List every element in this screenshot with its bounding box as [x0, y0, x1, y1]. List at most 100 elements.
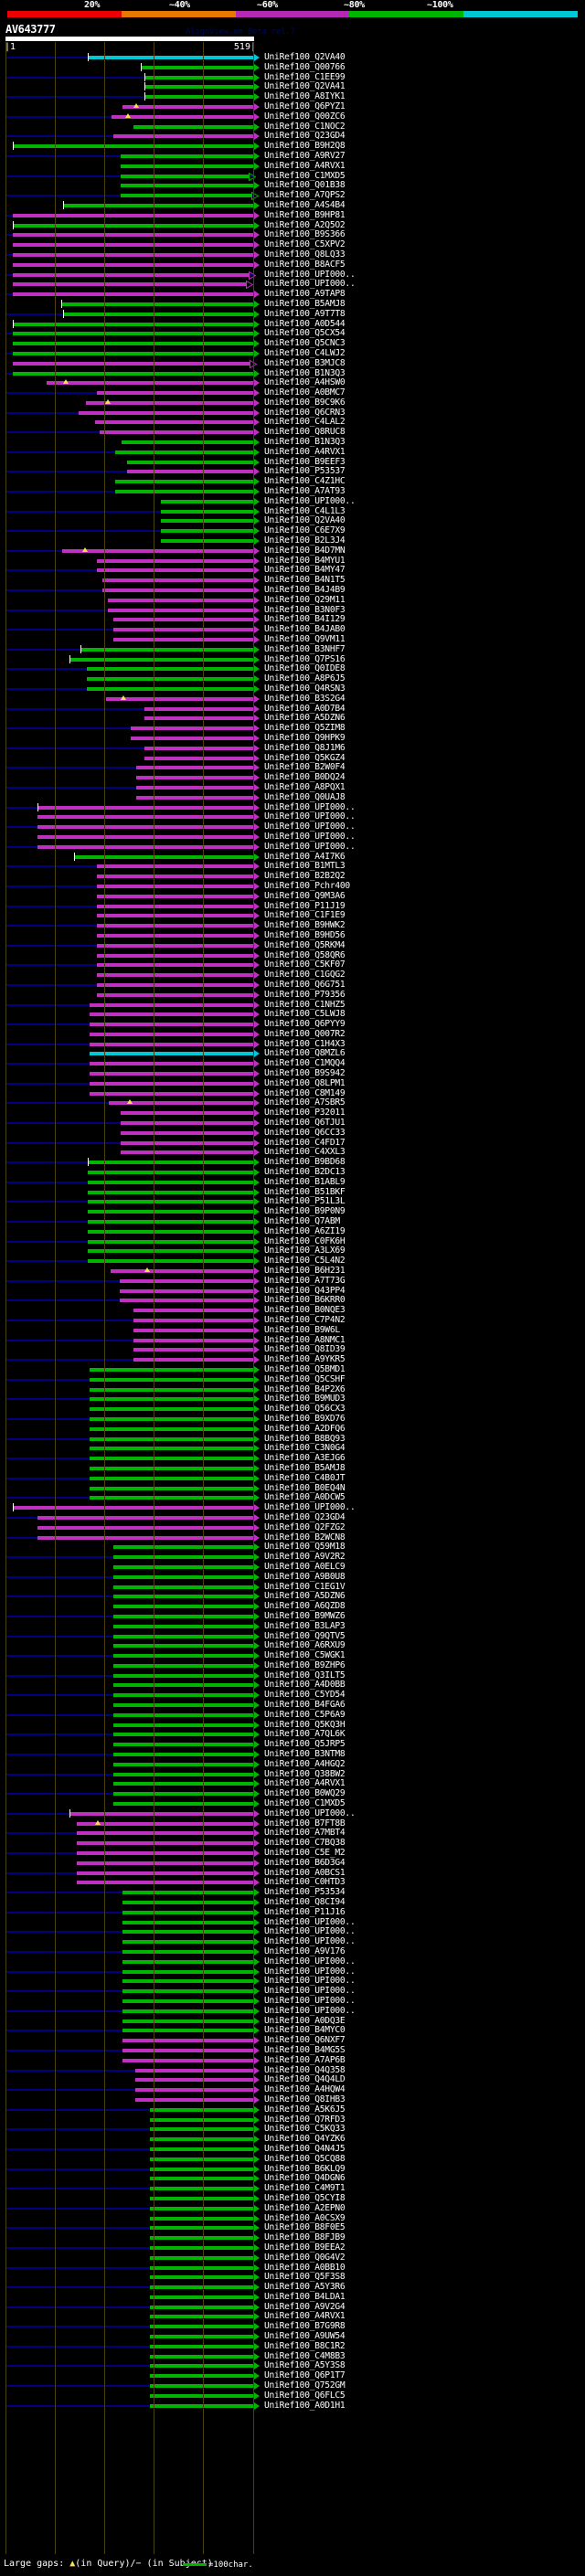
alignment-row[interactable]: UniRef100_C1GQG2: [0, 970, 585, 981]
hit-label[interactable]: UniRef100_A5DZN6: [264, 713, 346, 724]
hsp-bar[interactable]: [150, 2177, 254, 2181]
hit-label[interactable]: UniRef100_P11J19: [264, 900, 346, 911]
hit-label[interactable]: UniRef100_A9B0U8: [264, 1571, 346, 1582]
alignment-row[interactable]: UniRef100_Q2VA40: [0, 515, 585, 526]
hsp-bar[interactable]: [97, 914, 254, 918]
hsp-bar[interactable]: [113, 1762, 254, 1766]
hsp-bar[interactable]: [122, 1910, 254, 1914]
hit-label[interactable]: UniRef100_C1EG1V: [264, 1581, 346, 1592]
alignment-row[interactable]: UniRef100_A4RVX1: [0, 447, 585, 458]
hsp-bar[interactable]: [113, 1595, 254, 1599]
hit-label[interactable]: UniRef100_B1ABL9: [264, 1176, 346, 1187]
hit-label[interactable]: UniRef100_A0ELC9: [264, 1561, 346, 1572]
hit-label[interactable]: UniRef100_UPI000..: [264, 1916, 356, 1927]
alignment-row[interactable]: UniRef100_UPI000..: [0, 1502, 585, 1513]
hit-label[interactable]: UniRef100_UPI000..: [264, 1966, 356, 1977]
hsp-bar[interactable]: [121, 1140, 254, 1145]
hit-label[interactable]: UniRef100_Q00766: [264, 61, 346, 72]
hit-label[interactable]: UniRef100_Q8LQ33: [264, 249, 346, 260]
alignment-row[interactable]: UniRef100_UPI000..: [0, 279, 585, 290]
hsp-bar[interactable]: [97, 963, 254, 968]
hit-label[interactable]: UniRef100_Q5CQ88: [264, 2153, 346, 2164]
alignment-row[interactable]: UniRef100_B9BD68: [0, 1157, 585, 1168]
hsp-bar[interactable]: [122, 1989, 254, 1994]
hsp-bar[interactable]: [150, 2216, 254, 2221]
alignment-row[interactable]: UniRef100_A2EPN0: [0, 2203, 585, 2214]
hsp-bar[interactable]: [108, 608, 254, 612]
hsp-bar[interactable]: [133, 1358, 254, 1362]
hit-label[interactable]: UniRef100_A4HGQ2: [264, 1758, 346, 1769]
hit-label[interactable]: UniRef100_Q5KGZ4: [264, 752, 346, 763]
hit-label[interactable]: UniRef100_C5LWJ8: [264, 1009, 346, 1020]
alignment-row[interactable]: UniRef100_B51BKF: [0, 1187, 585, 1198]
hsp-bar[interactable]: [121, 154, 254, 158]
hit-label[interactable]: UniRef100_Q6P1T7: [264, 2370, 346, 2381]
hsp-bar[interactable]: [150, 2384, 254, 2389]
hit-label[interactable]: UniRef100_B4FGA6: [264, 1700, 346, 1711]
alignment-row[interactable]: UniRef100_C1F1E9: [0, 910, 585, 921]
alignment-row[interactable]: UniRef100_UPI000..: [0, 1956, 585, 1967]
hsp-bar[interactable]: [90, 1416, 254, 1421]
hsp-bar[interactable]: [90, 1496, 254, 1500]
hsp-bar[interactable]: [135, 2097, 254, 2102]
hit-label[interactable]: UniRef100_C4B0JT: [264, 1472, 346, 1483]
hit-label[interactable]: UniRef100_Q4N4J5: [264, 2143, 346, 2154]
hsp-bar[interactable]: [69, 1811, 254, 1816]
hsp-bar[interactable]: [97, 558, 254, 563]
hsp-bar[interactable]: [122, 2019, 254, 2023]
alignment-row[interactable]: UniRef100_C5P6A9: [0, 1710, 585, 1721]
hit-label[interactable]: UniRef100_A5Y3S8: [264, 2360, 346, 2371]
alignment-row[interactable]: UniRef100_UPI000..: [0, 1926, 585, 1937]
alignment-row[interactable]: UniRef100_Q6NXF7: [0, 2035, 585, 2046]
hit-label[interactable]: UniRef100_Q6PYZ1: [264, 101, 346, 111]
hit-label[interactable]: UniRef100_B4MYU1: [264, 555, 346, 566]
hit-label[interactable]: UniRef100_B4I129: [264, 614, 346, 625]
hit-label[interactable]: UniRef100_B2DC13: [264, 1167, 346, 1178]
hsp-bar[interactable]: [13, 351, 254, 355]
hit-label[interactable]: UniRef100_Q00ZC6: [264, 111, 346, 122]
hsp-bar[interactable]: [63, 203, 254, 207]
hit-label[interactable]: UniRef100_C4Z1HC: [264, 476, 346, 487]
alignment-row[interactable]: UniRef100_Q6TJU1: [0, 1118, 585, 1129]
hsp-bar[interactable]: [90, 1012, 254, 1017]
hit-label[interactable]: UniRef100_A7QL6K: [264, 1729, 346, 1740]
hit-label[interactable]: UniRef100_B5AMJ8: [264, 298, 346, 309]
hit-label[interactable]: UniRef100_B8FJB9: [264, 2232, 346, 2243]
hit-label[interactable]: UniRef100_B4N1T5: [264, 575, 346, 586]
hsp-bar[interactable]: [113, 1654, 254, 1659]
alignment-row[interactable]: UniRef100_A0BMC7: [0, 387, 585, 398]
alignment-row[interactable]: UniRef100_Q29M11: [0, 595, 585, 606]
alignment-row[interactable]: UniRef100_A5Y3R6: [0, 2282, 585, 2293]
alignment-row[interactable]: UniRef100_A9V176: [0, 1946, 585, 1957]
alignment-row[interactable]: UniRef100_A2DFQ6: [0, 1424, 585, 1435]
hsp-bar[interactable]: [102, 578, 254, 583]
hit-label[interactable]: UniRef100_Q9VM11: [264, 634, 346, 645]
hsp-bar[interactable]: [144, 716, 254, 721]
hit-label[interactable]: UniRef100_B4J4B9: [264, 585, 346, 596]
alignment-row[interactable]: UniRef100_A8NMC1: [0, 1335, 585, 1346]
hit-label[interactable]: UniRef100_B9ZHP6: [264, 1659, 346, 1670]
hsp-bar[interactable]: [87, 667, 254, 672]
hsp-bar[interactable]: [77, 1881, 254, 1885]
alignment-row[interactable]: UniRef100_UPI000..: [0, 1936, 585, 1947]
hsp-bar[interactable]: [90, 1426, 254, 1431]
hit-label[interactable]: UniRef100_P53537: [264, 466, 346, 477]
hit-label[interactable]: UniRef100_B6H231: [264, 1266, 346, 1277]
alignment-row[interactable]: UniRef100_Q6G751: [0, 980, 585, 991]
alignment-row[interactable]: UniRef100_B2WCN8: [0, 1532, 585, 1543]
hsp-bar[interactable]: [133, 1348, 254, 1352]
alignment-row[interactable]: UniRef100_Q23GD4: [0, 1512, 585, 1523]
alignment-row[interactable]: UniRef100_Q7PS16: [0, 654, 585, 665]
hit-label[interactable]: UniRef100_UPI000..: [264, 801, 356, 812]
hit-label[interactable]: UniRef100_C1NOC2: [264, 121, 346, 132]
hsp-bar[interactable]: [150, 2364, 254, 2369]
hsp-bar[interactable]: [150, 2354, 254, 2359]
hit-label[interactable]: UniRef100_Q0G4V2: [264, 2252, 346, 2263]
hit-label[interactable]: UniRef100_C5L4N2: [264, 1256, 346, 1267]
hit-label[interactable]: UniRef100_Q752GM: [264, 2380, 346, 2391]
hsp-bar[interactable]: [121, 1111, 254, 1116]
hsp-bar[interactable]: [150, 2196, 254, 2200]
alignment-row[interactable]: UniRef100_Q4Q4LD: [0, 2074, 585, 2085]
hit-label[interactable]: UniRef100_Q5CX54: [264, 328, 346, 339]
alignment-row[interactable]: UniRef100_B4LDA1: [0, 2292, 585, 2303]
